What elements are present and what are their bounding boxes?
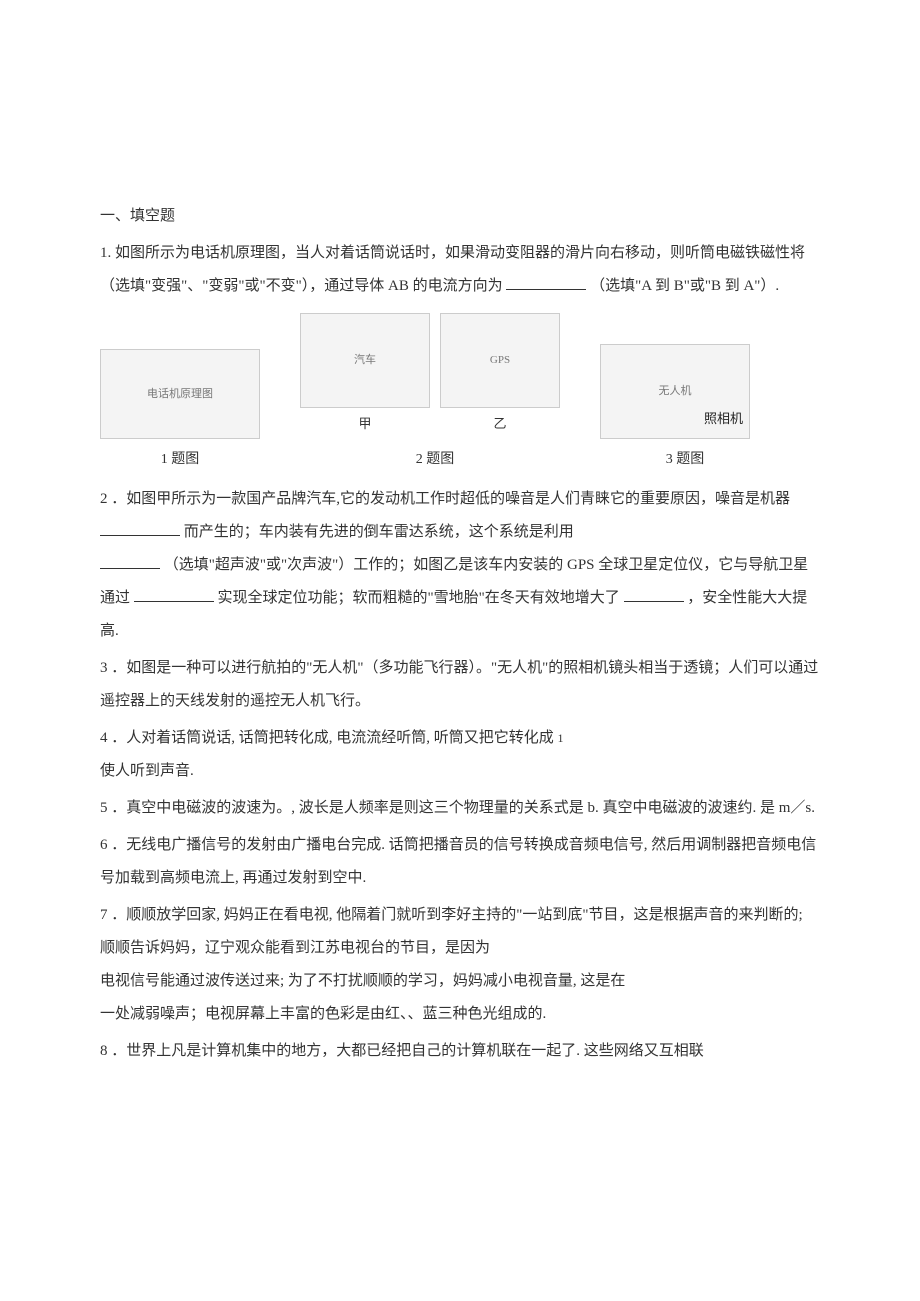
image-3: 无人机 照相机 xyxy=(600,344,750,439)
section-title: 一、填空题 xyxy=(100,208,175,224)
q2-blank-1 xyxy=(100,535,180,536)
question-5: 5 ．真空中电磁波的波速为。, 波长是人频率是则这三个物理量的关系式是 b. 真… xyxy=(100,792,820,825)
q7-text-c: 一处减弱噪声；电视屏幕上丰富的色彩是由红、、蓝三种色光组成的. xyxy=(100,998,820,1031)
question-7: 7 ．顺顺放学回家, 妈妈正在看电视, 他隔着门就听到李好主持的"一站到底"节目… xyxy=(100,899,820,1031)
q4-text-b: 使人听到声音. xyxy=(100,763,194,779)
q2-text-d: 实现全球定位功能；软而粗糙的"雪地胎"在冬天有效地增大了 xyxy=(218,590,624,606)
image-3-label: 照相机 xyxy=(704,405,743,434)
image-2b-sub: 乙 xyxy=(493,410,506,439)
image-2b: GPS xyxy=(440,313,560,408)
question-4: 4 ．人对着话筒说话, 话筒把转化成, 电流流经听筒, 听筒又把它转化成 1 使… xyxy=(100,722,820,788)
captions-row: 1 题图 2 题图 3 题图 xyxy=(100,445,820,476)
question-2: 2 ．如图甲所示为一款国产品牌汽车,它的发动机工作时超低的噪音是人们青睐它的重要… xyxy=(100,483,820,648)
q2-text-b: 而产生的；车内装有先进的倒车雷达系统，这个系统是利用 xyxy=(184,524,574,540)
q4-text-a: 4 ．人对着话筒说话, 话筒把转化成, 电流流经听筒, 听筒又把它转化成 xyxy=(100,730,558,746)
q3-text: 3 ．如图是一种可以进行航拍的"无人机"（多功能飞行器）。"无人机"的照相机镜头… xyxy=(100,660,818,709)
image-1-block: 电话机原理图 xyxy=(100,349,260,439)
q2-blank-2 xyxy=(100,568,160,569)
image-2-group: 汽车 甲 GPS 乙 xyxy=(300,313,560,439)
q7-text-a: 7 ．顺顺放学回家, 妈妈正在看电视, 他隔着门就听到李好主持的"一站到底"节目… xyxy=(100,899,820,965)
caption-1: 1 题图 xyxy=(100,445,260,476)
q1-blank xyxy=(506,289,586,290)
caption-2: 2 题图 xyxy=(300,445,570,476)
image-2a: 汽车 xyxy=(300,313,430,408)
question-3: 3 ．如图是一种可以进行航拍的"无人机"（多功能飞行器）。"无人机"的照相机镜头… xyxy=(100,652,820,718)
image-2b-block: GPS 乙 xyxy=(440,313,560,439)
images-row: 电话机原理图 汽车 甲 GPS 乙 无人机 照相机 xyxy=(100,313,820,439)
q2-blank-3 xyxy=(134,601,214,602)
image-2a-sub: 甲 xyxy=(358,410,371,439)
question-8: 8 ．世界上凡是计算机集中的地方，大都已经把自己的计算机联在一起了. 这些网络又… xyxy=(100,1035,820,1068)
image-3-alt: 无人机 xyxy=(659,379,692,403)
q7-text-b: 电视信号能通过波传送过来; 为了不打扰顺顺的学习，妈妈减小电视音量, 这是在 xyxy=(100,965,820,998)
section-header: 一、填空题 xyxy=(100,200,820,233)
q8-text: 8 ．世界上凡是计算机集中的地方，大都已经把自己的计算机联在一起了. 这些网络又… xyxy=(100,1043,704,1059)
image-3-block: 无人机 照相机 xyxy=(600,344,750,439)
image-2a-block: 汽车 甲 xyxy=(300,313,430,439)
question-6: 6 ．无线电广播信号的发射由广播电台完成. 话筒把播音员的信号转换成音频电信号,… xyxy=(100,829,820,895)
q4-sub: 1 xyxy=(558,731,564,745)
image-1: 电话机原理图 xyxy=(100,349,260,439)
q6-text: 6 ．无线电广播信号的发射由广播电台完成. 话筒把播音员的信号转换成音频电信号,… xyxy=(100,837,816,886)
q2-text-a: 2 ．如图甲所示为一款国产品牌汽车,它的发动机工作时超低的噪音是人们青睐它的重要… xyxy=(100,491,790,507)
q2-blank-4 xyxy=(624,601,684,602)
question-1: 1. 如图所示为电话机原理图，当人对着话筒说话时，如果滑动变阻器的滑片向右移动，… xyxy=(100,237,820,303)
caption-3: 3 题图 xyxy=(610,445,760,476)
q1-text-b: （选填"A 到 B"或"B 到 A"）. xyxy=(590,278,779,294)
q5-text: 5 ．真空中电磁波的波速为。, 波长是人频率是则这三个物理量的关系式是 b. 真… xyxy=(100,800,815,816)
